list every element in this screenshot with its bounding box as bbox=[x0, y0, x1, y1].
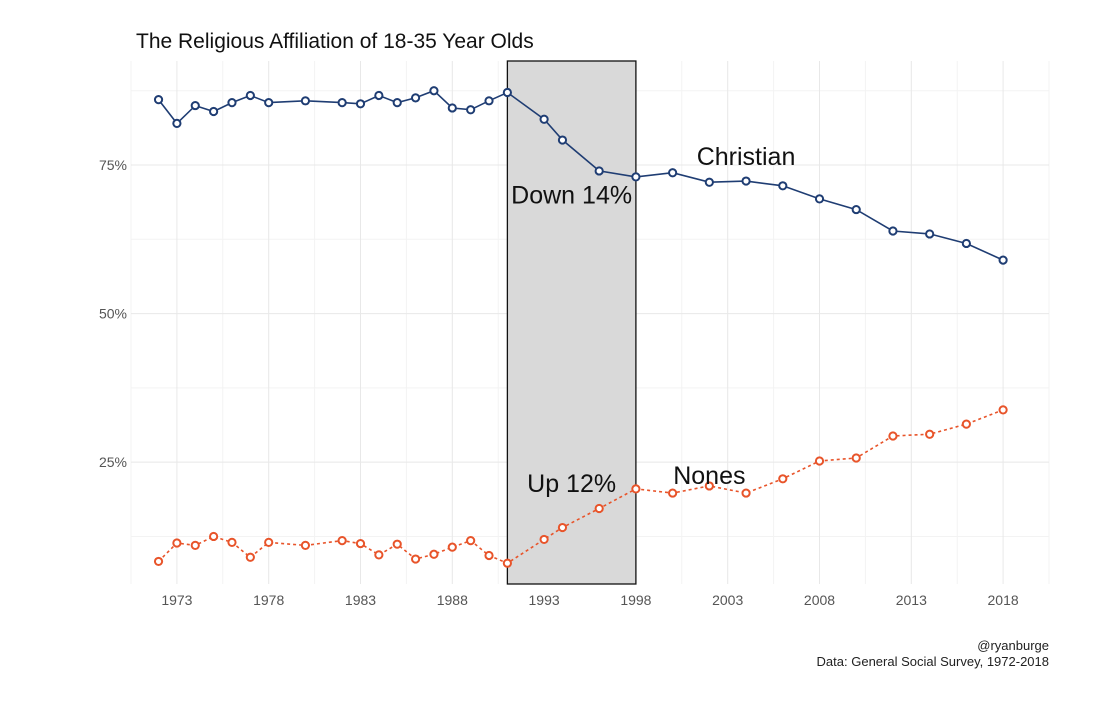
data-point-nones bbox=[375, 551, 382, 558]
y-tick-label: 25% bbox=[99, 454, 127, 470]
data-point-christian bbox=[1000, 256, 1007, 263]
chart-container: 1973 1978 1983 1988 1993 1998 2003 2008 2013 2018… bbox=[0, 0, 1116, 702]
data-point-christian bbox=[247, 92, 254, 99]
data-point-nones bbox=[963, 421, 970, 428]
data-point-christian bbox=[430, 87, 437, 94]
data-point-nones bbox=[853, 454, 860, 461]
data-point-nones bbox=[779, 475, 786, 482]
data-point-christian bbox=[228, 99, 235, 106]
x-tick-label: 2018 bbox=[988, 592, 1019, 608]
data-point-christian bbox=[357, 100, 364, 107]
data-point-christian bbox=[394, 99, 401, 106]
data-point-christian bbox=[853, 206, 860, 213]
x-tick-label: 2013 bbox=[896, 592, 927, 608]
data-point-nones bbox=[1000, 406, 1007, 413]
caption-handle: @ryanburge bbox=[977, 638, 1049, 653]
data-point-nones bbox=[210, 533, 217, 540]
data-point-christian bbox=[889, 227, 896, 234]
x-tick-label: 2003 bbox=[712, 592, 743, 608]
x-tick-label: 1983 bbox=[345, 592, 376, 608]
x-tick-label: 1993 bbox=[529, 592, 560, 608]
data-point-nones bbox=[559, 524, 566, 531]
data-point-nones bbox=[173, 539, 180, 546]
data-point-christian bbox=[210, 108, 217, 115]
data-point-nones bbox=[394, 541, 401, 548]
data-point-christian bbox=[926, 230, 933, 237]
data-point-christian bbox=[816, 195, 823, 202]
data-point-nones bbox=[467, 537, 474, 544]
data-point-nones bbox=[504, 560, 511, 567]
data-point-nones bbox=[265, 539, 272, 546]
data-point-christian bbox=[155, 96, 162, 103]
data-point-christian bbox=[706, 179, 713, 186]
data-point-nones bbox=[541, 536, 548, 543]
annotation-nones: Nones bbox=[673, 462, 745, 490]
data-point-christian bbox=[302, 97, 309, 104]
highlight-band bbox=[507, 61, 636, 584]
highlight-band-layer bbox=[507, 61, 636, 584]
data-point-nones bbox=[339, 537, 346, 544]
x-tick-label: 1978 bbox=[253, 592, 284, 608]
data-point-christian bbox=[596, 167, 603, 174]
data-point-christian bbox=[485, 97, 492, 104]
data-point-nones bbox=[192, 542, 199, 549]
data-point-christian bbox=[559, 136, 566, 143]
data-point-christian bbox=[449, 104, 456, 111]
data-point-nones bbox=[302, 542, 309, 549]
data-point-nones bbox=[889, 432, 896, 439]
data-point-christian bbox=[265, 99, 272, 106]
data-point-nones bbox=[485, 552, 492, 559]
data-point-christian bbox=[963, 240, 970, 247]
data-point-christian bbox=[779, 182, 786, 189]
data-point-nones bbox=[926, 431, 933, 438]
data-point-christian bbox=[375, 92, 382, 99]
annotation-christian: Christian bbox=[697, 143, 796, 171]
caption-source: Data: General Social Survey, 1972-2018 bbox=[817, 654, 1049, 669]
data-point-christian bbox=[541, 116, 548, 123]
data-point-christian bbox=[504, 89, 511, 96]
x-tick-label: 1973 bbox=[161, 592, 192, 608]
data-point-christian bbox=[742, 177, 749, 184]
data-point-nones bbox=[632, 485, 639, 492]
annotation-down: Down 14% bbox=[511, 182, 632, 210]
data-point-nones bbox=[155, 558, 162, 565]
data-point-nones bbox=[412, 555, 419, 562]
data-point-christian bbox=[339, 99, 346, 106]
annotation-up: Up 12% bbox=[527, 470, 616, 498]
data-point-christian bbox=[412, 94, 419, 101]
data-point-christian bbox=[632, 173, 639, 180]
data-point-christian bbox=[467, 106, 474, 113]
data-point-nones bbox=[357, 540, 364, 547]
x-tick-label: 1998 bbox=[620, 592, 651, 608]
data-point-nones bbox=[247, 554, 254, 561]
data-point-christian bbox=[192, 102, 199, 109]
data-point-nones bbox=[449, 544, 456, 551]
line-chart: 1973 1978 1983 1988 1993 1998 2003 2008 2013 2018… bbox=[0, 0, 1116, 702]
data-point-nones bbox=[669, 489, 676, 496]
data-point-nones bbox=[596, 505, 603, 512]
x-tick-label: 1988 bbox=[437, 592, 468, 608]
data-point-nones bbox=[228, 539, 235, 546]
data-point-christian bbox=[173, 120, 180, 127]
data-point-nones bbox=[430, 551, 437, 558]
y-tick-label: 75% bbox=[99, 157, 127, 173]
data-point-christian bbox=[669, 169, 676, 176]
x-tick-label: 2008 bbox=[804, 592, 835, 608]
chart-title: The Religious Affiliation of 18-35 Year … bbox=[136, 30, 534, 53]
y-tick-label: 50% bbox=[99, 306, 127, 322]
data-point-nones bbox=[816, 457, 823, 464]
data-point-nones bbox=[742, 489, 749, 496]
